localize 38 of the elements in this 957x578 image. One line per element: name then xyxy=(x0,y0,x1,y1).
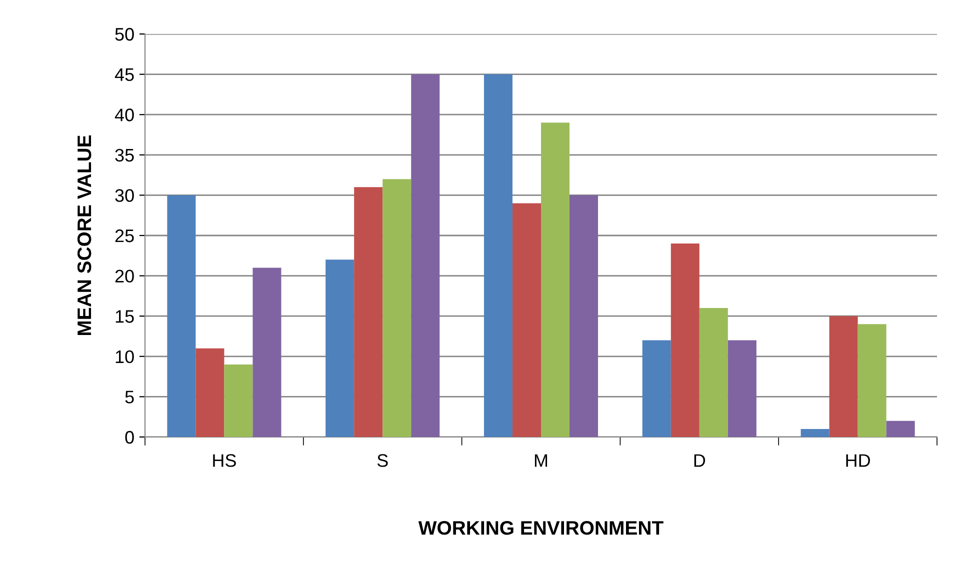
bar xyxy=(382,179,412,437)
bar xyxy=(167,195,196,437)
y-tick-label: 0 xyxy=(125,430,134,444)
bar xyxy=(354,187,383,437)
x-axis-title: WORKING ENVIRONMENT xyxy=(418,521,664,535)
bar xyxy=(512,203,541,437)
bar xyxy=(252,268,282,437)
y-axis-title: MEAN SCORE VALUE xyxy=(77,135,92,336)
y-tick-label: 45 xyxy=(114,68,134,82)
bar xyxy=(541,122,570,437)
bar xyxy=(326,260,354,437)
bar xyxy=(858,324,886,437)
y-tick-label: 40 xyxy=(114,108,134,122)
bar xyxy=(642,340,671,437)
y-tick-label: 35 xyxy=(115,148,134,162)
bar xyxy=(484,74,512,437)
y-tick-label: 20 xyxy=(115,270,134,283)
x-tick-label: HS xyxy=(213,454,236,467)
bar xyxy=(728,340,756,437)
x-tick-label: HD xyxy=(846,454,870,467)
y-tick-label: 25 xyxy=(115,229,134,242)
y-tick-label: 15 xyxy=(116,310,134,323)
x-tick-label: S xyxy=(377,454,388,467)
bar xyxy=(800,428,830,437)
bar xyxy=(699,308,728,437)
y-tick-label: 5 xyxy=(125,390,134,404)
y-tick-label: 50 xyxy=(115,28,134,41)
bar xyxy=(829,316,858,437)
x-tick-label: M xyxy=(534,454,548,467)
bar xyxy=(196,348,224,437)
bar xyxy=(570,195,598,437)
y-tick-label: 10 xyxy=(116,350,134,364)
bar xyxy=(224,364,253,437)
x-tick-label: D xyxy=(694,454,706,467)
bar xyxy=(411,74,440,437)
bar xyxy=(886,420,915,437)
bar xyxy=(670,244,700,437)
y-tick-label: 30 xyxy=(115,189,134,202)
